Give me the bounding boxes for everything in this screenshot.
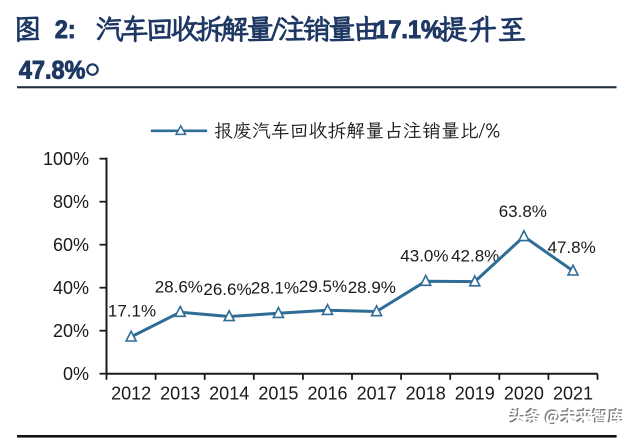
- svg-text:2019: 2019: [455, 384, 495, 404]
- svg-text:2018: 2018: [406, 384, 446, 404]
- svg-text:2014: 2014: [209, 384, 249, 404]
- svg-text:40%: 40%: [53, 278, 89, 298]
- svg-text:28.1%: 28.1%: [251, 279, 299, 298]
- svg-text:26.6%: 26.6%: [203, 280, 251, 299]
- svg-text:17.1%: 17.1%: [108, 302, 156, 321]
- svg-text:63.8%: 63.8%: [499, 202, 547, 221]
- svg-text:2021: 2021: [553, 384, 593, 404]
- svg-text:60%: 60%: [53, 235, 89, 255]
- svg-text:80%: 80%: [53, 192, 89, 212]
- svg-text:2015: 2015: [258, 384, 298, 404]
- svg-text:20%: 20%: [53, 321, 89, 341]
- svg-text:47.8%: 47.8%: [547, 238, 595, 257]
- svg-text:2020: 2020: [504, 384, 544, 404]
- svg-text:2012: 2012: [111, 384, 151, 404]
- svg-text:42.8%: 42.8%: [451, 247, 499, 266]
- svg-text:28.9%: 28.9%: [348, 278, 396, 297]
- svg-text:100%: 100%: [43, 149, 89, 169]
- svg-text:2017: 2017: [357, 384, 397, 404]
- svg-text:29.5%: 29.5%: [299, 277, 347, 296]
- svg-text:2016: 2016: [307, 384, 347, 404]
- svg-text:43.0%: 43.0%: [400, 247, 448, 266]
- svg-text:0%: 0%: [63, 364, 89, 384]
- svg-text:28.6%: 28.6%: [155, 278, 203, 297]
- svg-text:2013: 2013: [160, 384, 200, 404]
